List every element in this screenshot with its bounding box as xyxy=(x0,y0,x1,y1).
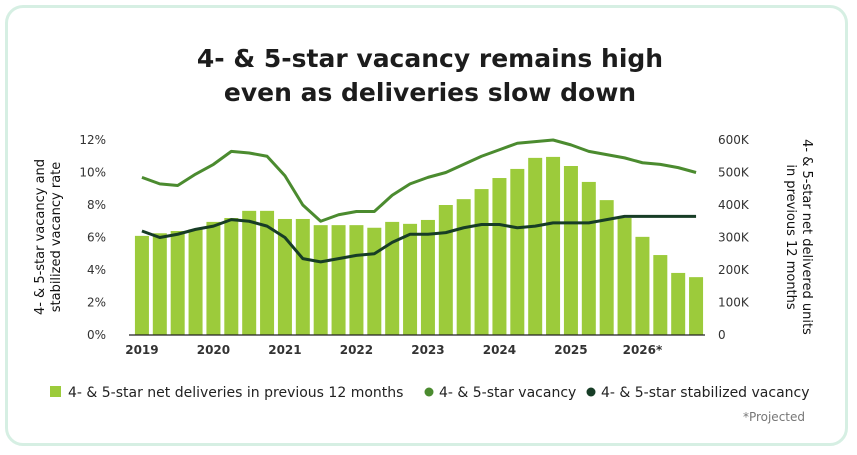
bar xyxy=(528,157,543,335)
y2-tick-label: 600K xyxy=(718,133,750,147)
y-tick-label: 2% xyxy=(87,296,106,310)
y2-tick-label: 400K xyxy=(718,198,750,212)
bar xyxy=(385,221,400,335)
y2-tick-label: 200K xyxy=(718,263,750,277)
x-tick-label: 2024 xyxy=(483,343,516,357)
bar xyxy=(349,225,364,335)
bar xyxy=(581,181,596,335)
chart-title: even as deliveries slow down xyxy=(224,78,636,107)
y-axis-title: stabilized vacancy rate xyxy=(49,162,64,313)
x-tick-label: 2019 xyxy=(125,343,158,357)
bar xyxy=(260,210,275,335)
y-tick-label: 6% xyxy=(87,231,106,245)
bar xyxy=(295,218,310,335)
legend-label: 4- & 5-star net deliveries in previous 1… xyxy=(68,385,403,401)
legend-swatch xyxy=(586,387,596,397)
legend-label: 4- & 5-star stabilized vacancy xyxy=(601,385,810,401)
bar xyxy=(313,225,328,335)
bar xyxy=(170,231,185,335)
bar xyxy=(367,227,382,335)
bar xyxy=(206,221,221,335)
x-tick-label: 2021 xyxy=(268,343,301,357)
line xyxy=(141,214,697,264)
x-tick-label: 2022 xyxy=(340,343,373,357)
bar xyxy=(331,225,346,335)
y-tick-label: 12% xyxy=(79,133,106,147)
bar xyxy=(689,277,704,335)
y2-axis-title: in previous 12 months xyxy=(783,164,798,310)
bar xyxy=(188,229,203,335)
y2-tick-label: 500K xyxy=(718,166,750,180)
y2-tick-label: 0 xyxy=(718,328,726,342)
bar xyxy=(635,236,650,335)
legend-swatch xyxy=(50,386,61,397)
bar xyxy=(671,272,686,335)
bar xyxy=(510,168,525,335)
y2-tick-label: 100K xyxy=(718,296,750,310)
x-tick-label: 2020 xyxy=(197,343,230,357)
legend-label: 4- & 5-star vacancy xyxy=(439,385,576,401)
y2-tick-label: 300K xyxy=(718,231,750,245)
y-tick-label: 4% xyxy=(87,263,106,277)
bar xyxy=(563,166,578,335)
y-axis-title: 4- & 5-star vacancy and xyxy=(33,159,48,315)
legend-swatch xyxy=(424,387,434,397)
x-tick-label: 2026* xyxy=(623,343,663,357)
bar xyxy=(403,223,418,335)
bar xyxy=(224,218,239,335)
bar xyxy=(242,210,257,335)
card xyxy=(5,5,848,446)
bar xyxy=(474,189,489,335)
bar xyxy=(277,218,292,335)
y-tick-label: 0% xyxy=(87,328,106,342)
bar xyxy=(456,199,471,335)
y-tick-label: 8% xyxy=(87,198,106,212)
footnote: *Projected xyxy=(743,410,805,424)
line xyxy=(141,138,697,223)
bar xyxy=(653,255,668,335)
x-tick-label: 2025 xyxy=(554,343,587,357)
bar xyxy=(492,178,507,335)
bar xyxy=(546,156,561,335)
chart-title: 4- & 5-star vacancy remains high xyxy=(197,44,663,73)
bar xyxy=(420,219,435,335)
bar xyxy=(599,200,614,335)
y2-axis-title: 4- & 5-star net delivered units xyxy=(799,139,814,335)
bar xyxy=(617,218,632,335)
bar xyxy=(438,205,453,335)
y-tick-label: 10% xyxy=(79,166,106,180)
bar xyxy=(134,235,149,335)
bar xyxy=(152,233,167,335)
x-tick-label: 2023 xyxy=(411,343,444,357)
